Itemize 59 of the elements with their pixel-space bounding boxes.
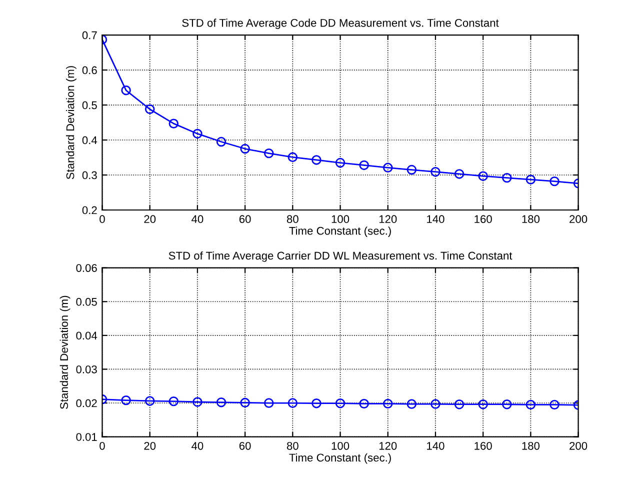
x-tick-label: 140 [427,215,444,224]
x-tick-label: 180 [522,215,540,224]
chart-title: STD of Time Average Code DD Measurement vs. Time Constant [182,18,499,30]
y-tick-label: 0.02 [76,399,97,408]
x-tick-label: 60 [239,442,251,450]
x-tick-label: 0 [100,215,105,224]
x-tick-label: 160 [474,442,492,450]
x-tick-label: 100 [332,442,350,450]
point [526,174,536,184]
point [335,158,346,168]
y-tick-label: 0.4 [82,136,98,144]
y-tick-label: 0.7 [82,31,97,40]
point [454,169,464,179]
y-tick-label: 0.6 [82,66,97,74]
y-tick-label: 0.03 [76,365,97,374]
y-axis-title: Standard Deviation (m) [66,66,76,180]
y-tick-label: 0.2 [82,206,97,214]
point [502,172,512,183]
x-tick-label: 80 [286,442,298,450]
x-axis-title: Time Constant (sec.) [289,226,391,237]
point [144,104,155,114]
point [312,155,322,165]
x-tick-label: 100 [332,215,350,224]
y-tick-label: 0.3 [82,171,97,180]
point [168,118,179,128]
y-axis-title: Standard Deviation (m) [60,296,70,409]
y-tick-label: 0.01 [76,433,97,441]
y-tick-label: 0.5 [82,101,97,110]
point [406,164,417,175]
y-tick-label: 0.06 [76,264,97,272]
point [550,176,560,186]
x-tick-label: 0 [100,442,105,450]
y-tick-label: 0.04 [76,332,98,340]
x-tick-label: 40 [192,442,204,450]
point [192,128,202,139]
point [121,85,131,96]
x-tick-label: 20 [144,442,156,450]
x-tick-label: 120 [379,215,397,224]
point [478,171,488,181]
x-tick-label: 180 [522,442,540,450]
point [430,166,440,177]
y-tick-label: 0.05 [76,298,97,306]
point [240,144,250,154]
x-tick-label: 140 [427,442,444,450]
x-tick-label: 60 [239,215,251,224]
x-tick-label: 40 [192,215,204,224]
x-tick-label: 160 [474,215,492,224]
x-tick-label: 120 [379,442,397,450]
x-tick-label: 80 [286,215,298,224]
x-tick-label: 200 [570,215,588,224]
point [383,162,393,173]
x-axis-title: Time Constant (sec.) [289,453,391,464]
x-tick-label: 200 [570,442,588,450]
point [216,136,226,147]
point [288,152,298,162]
point [359,160,369,170]
chart-title: STD of Time Average Carrier DD WL Measurement vs. Time Constant [168,251,512,262]
x-tick-label: 20 [144,215,156,224]
point [264,148,274,158]
